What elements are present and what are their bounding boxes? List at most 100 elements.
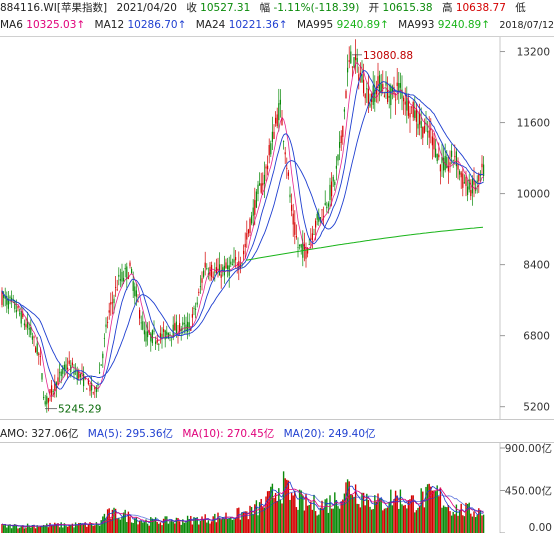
volume-bar bbox=[42, 524, 45, 533]
price-chart: 13200 11600 10000 8400 6800 5200 13080.88 5245.… bbox=[0, 36, 554, 420]
candle-body bbox=[388, 95, 390, 98]
candle-body bbox=[374, 89, 376, 102]
candle-body bbox=[363, 79, 365, 94]
volume-bar bbox=[60, 522, 62, 533]
volume-bar bbox=[258, 502, 261, 533]
candle-body bbox=[108, 310, 110, 313]
candle-body bbox=[219, 264, 221, 276]
volume-bar bbox=[466, 503, 469, 533]
candle-body bbox=[187, 321, 189, 333]
volume-bar bbox=[34, 528, 37, 533]
volume-bar bbox=[132, 522, 134, 533]
candle-body bbox=[235, 257, 237, 261]
volume-bar bbox=[209, 523, 211, 533]
candle-body bbox=[100, 364, 102, 366]
volume-bar bbox=[164, 516, 166, 533]
volume-bar bbox=[398, 508, 400, 533]
candle-body bbox=[150, 333, 152, 342]
candle-body bbox=[129, 262, 131, 266]
volume-bar bbox=[322, 508, 325, 533]
volume-bar bbox=[226, 518, 229, 533]
volume-bar bbox=[204, 514, 206, 533]
candle-body bbox=[33, 336, 35, 338]
volume-bar bbox=[276, 501, 278, 533]
volume-bar bbox=[223, 519, 226, 533]
volume-bar bbox=[127, 511, 130, 533]
candle-body bbox=[273, 131, 275, 139]
candle-body bbox=[7, 298, 9, 309]
candle-body bbox=[414, 110, 416, 118]
volume-bar bbox=[454, 514, 456, 533]
candle-body bbox=[102, 353, 104, 359]
candle-body bbox=[179, 323, 181, 332]
volume-bar bbox=[220, 519, 222, 533]
volume-bar bbox=[113, 507, 115, 533]
candle-body bbox=[348, 60, 350, 62]
volume-bar bbox=[474, 517, 477, 533]
candle-body bbox=[15, 310, 17, 313]
vol-ma5-line bbox=[1, 481, 484, 528]
volume-bar bbox=[236, 508, 238, 533]
volume-bar bbox=[332, 508, 334, 533]
candle-body bbox=[63, 364, 65, 370]
candle-body bbox=[20, 310, 22, 324]
candle-body bbox=[83, 373, 85, 387]
volume-bar bbox=[394, 490, 397, 533]
candle-body bbox=[385, 81, 387, 86]
volume-bar bbox=[159, 522, 162, 533]
volume-bar bbox=[340, 501, 342, 533]
candle-body bbox=[107, 321, 109, 323]
candle-body bbox=[327, 203, 329, 207]
candle-body bbox=[143, 330, 145, 335]
candle-body bbox=[415, 109, 417, 122]
candle-body bbox=[311, 233, 313, 241]
candle-body bbox=[159, 333, 161, 339]
candle-body bbox=[254, 200, 256, 215]
volume-bar bbox=[250, 506, 253, 533]
volume-bar bbox=[10, 528, 13, 533]
volume-bar bbox=[252, 514, 254, 533]
volume-bar bbox=[318, 514, 320, 533]
volume-bar bbox=[343, 493, 346, 533]
volume-bar bbox=[321, 500, 323, 533]
volume-bar bbox=[175, 517, 178, 533]
candle-body bbox=[431, 136, 433, 146]
volume-bar bbox=[450, 515, 453, 533]
volume-bar bbox=[63, 523, 66, 533]
volume-bar bbox=[111, 509, 114, 533]
volume-bar bbox=[231, 519, 234, 533]
candle-body bbox=[286, 167, 288, 169]
candle-body bbox=[92, 392, 94, 394]
vol-ma5: MA(5): 295.36亿 bbox=[87, 428, 174, 440]
candle-body bbox=[383, 95, 385, 97]
open-value: 10615.38 bbox=[382, 2, 433, 14]
candle-body bbox=[139, 309, 141, 319]
volume-bar bbox=[430, 486, 432, 533]
volume-bar bbox=[449, 511, 451, 533]
candle-body bbox=[409, 113, 411, 118]
candle-body bbox=[116, 289, 118, 291]
ma-legend-item: MA6 10325.03↑ bbox=[0, 19, 86, 31]
candle-body bbox=[103, 337, 105, 339]
candle-body bbox=[377, 76, 379, 88]
candle-body bbox=[308, 244, 310, 245]
candle-body bbox=[467, 186, 469, 195]
volume-bar bbox=[385, 508, 387, 533]
candle-body bbox=[427, 131, 429, 133]
volume-bar bbox=[361, 492, 363, 533]
volume-bar bbox=[334, 492, 336, 533]
volume-bar bbox=[81, 523, 83, 533]
candle-body bbox=[23, 323, 25, 326]
candle-body bbox=[49, 389, 51, 393]
candle-body bbox=[391, 86, 393, 92]
volume-bar bbox=[6, 527, 8, 533]
volume-bar bbox=[298, 489, 301, 533]
volume-bar bbox=[353, 496, 355, 533]
volume-bar bbox=[282, 471, 285, 533]
volume-bar bbox=[319, 507, 322, 533]
volume-bar bbox=[218, 517, 221, 533]
volume-bar bbox=[86, 526, 88, 533]
volume-bar bbox=[377, 493, 379, 533]
candle-body bbox=[339, 142, 341, 148]
